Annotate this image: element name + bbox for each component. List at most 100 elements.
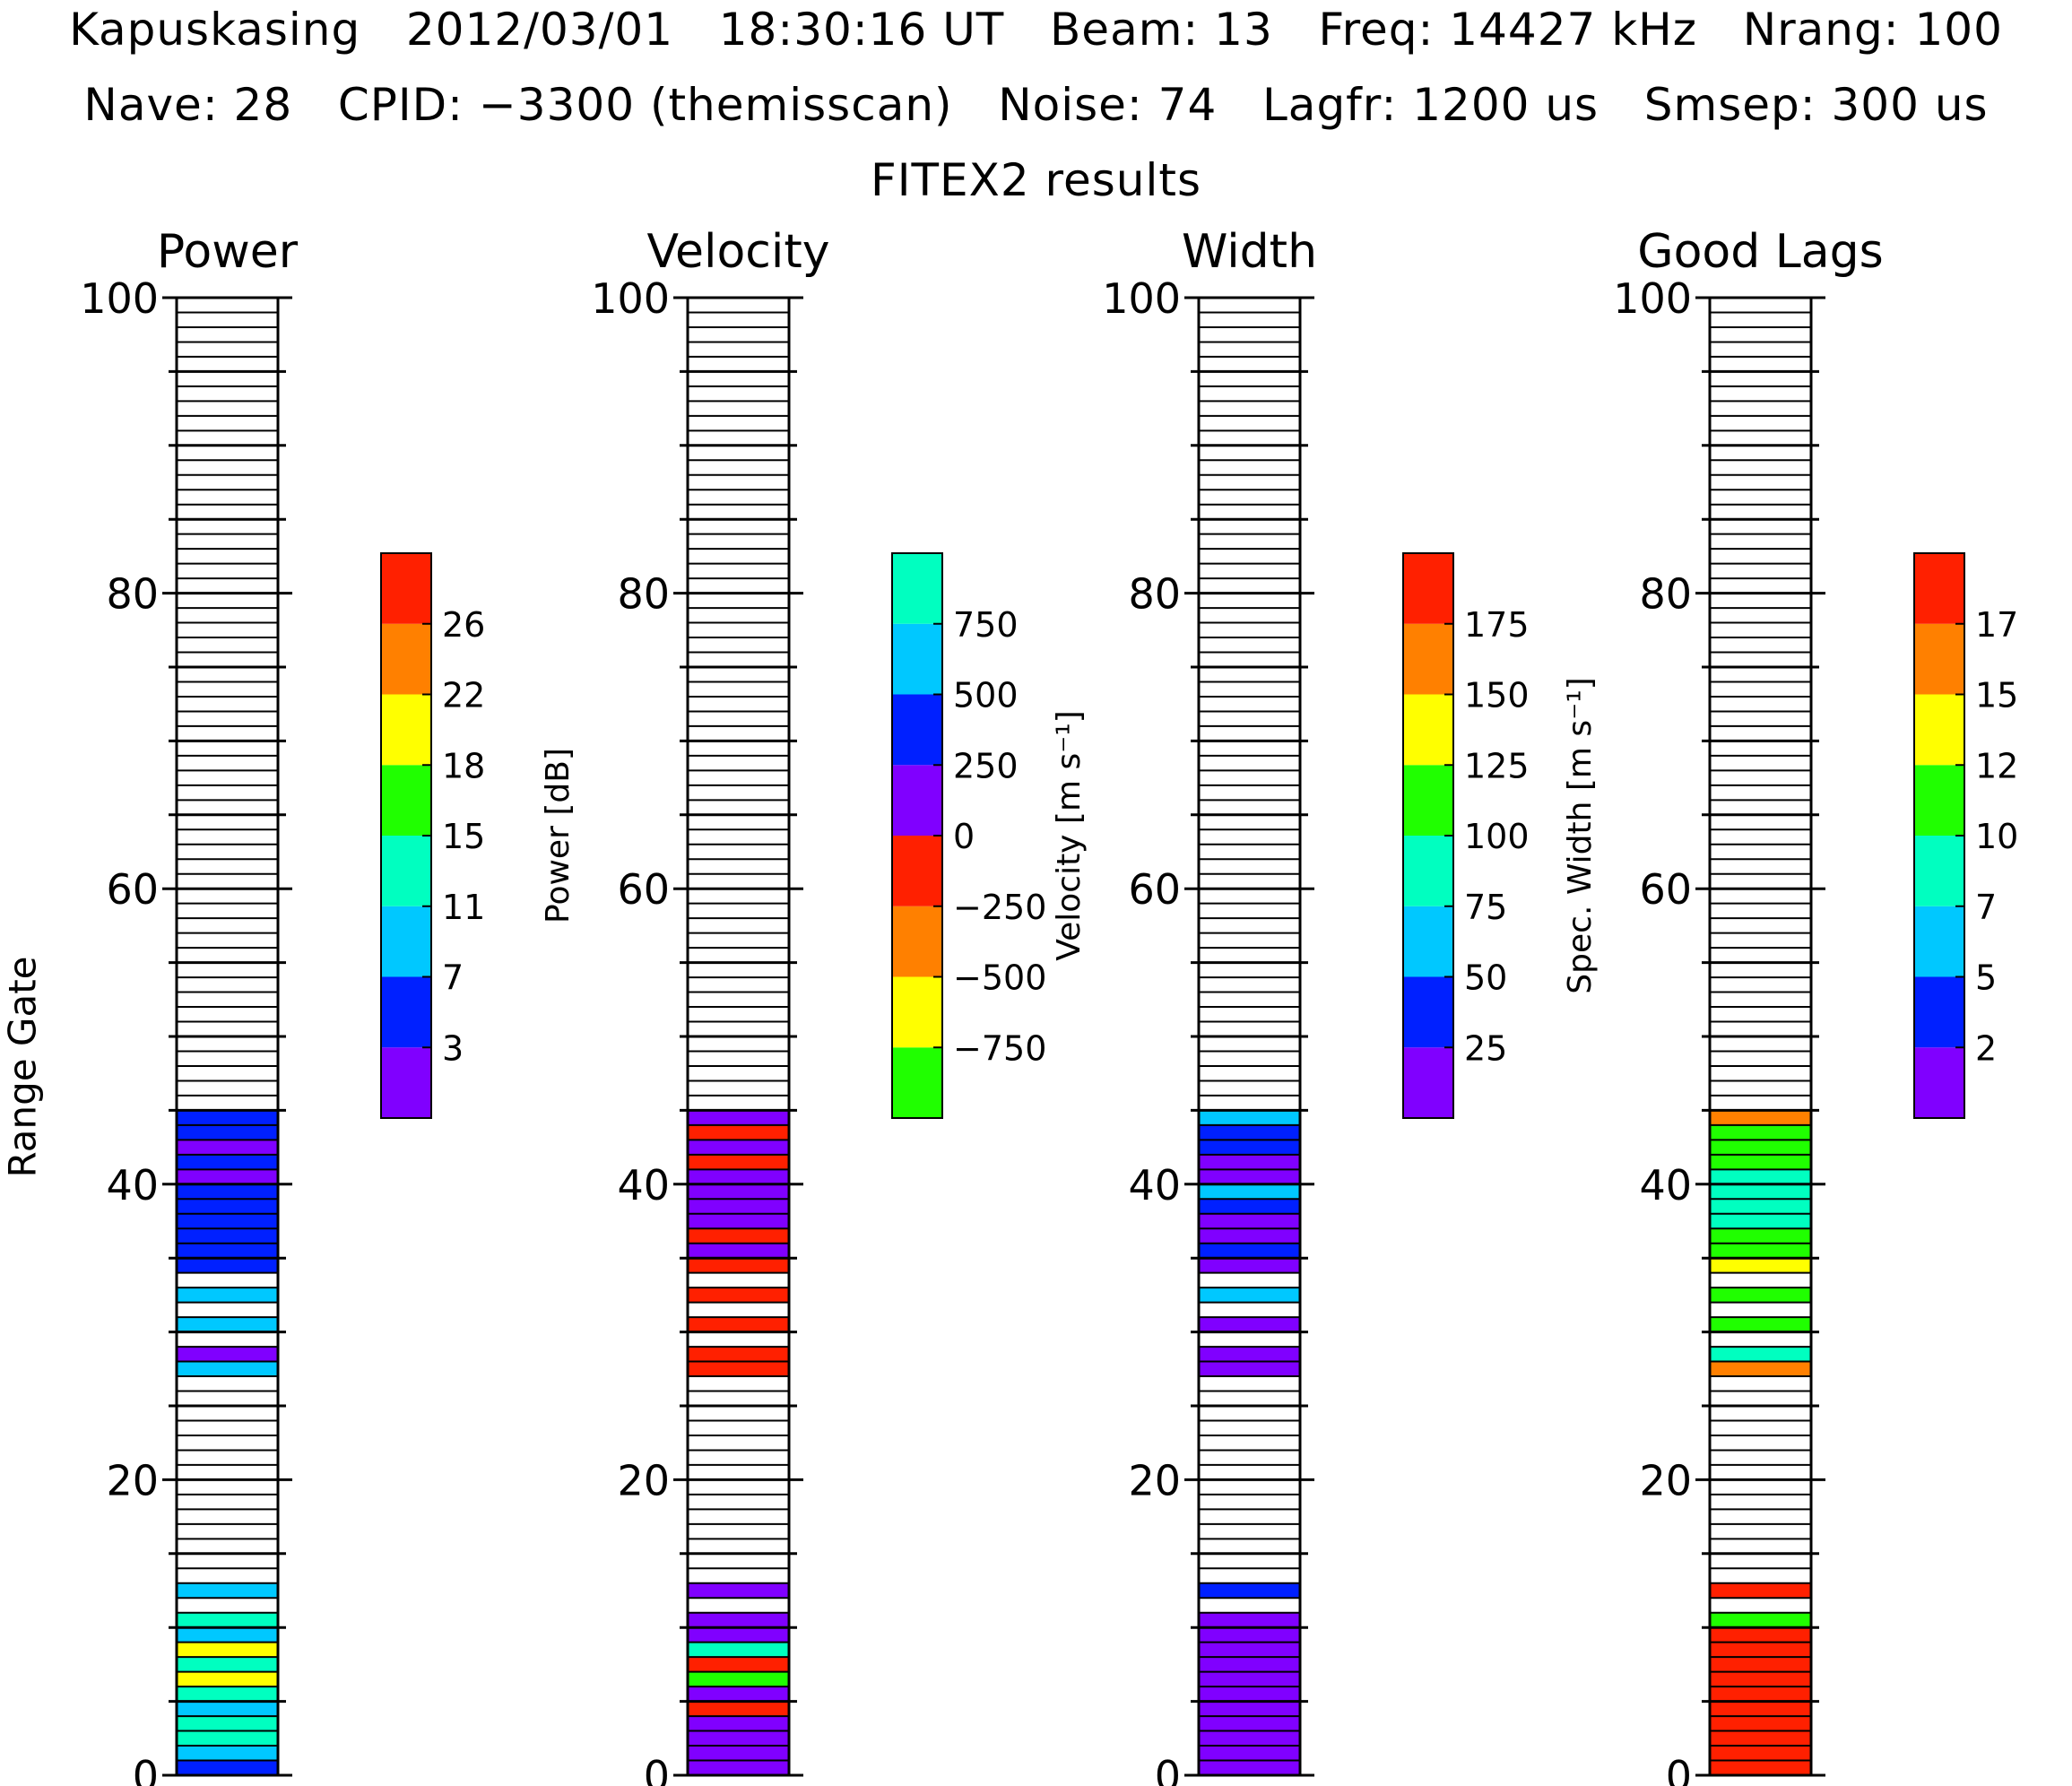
colorbar-swatch [381,906,431,977]
gate-cell [688,1701,789,1717]
gate-cell [1199,1154,1300,1170]
gate-cell [1199,1213,1300,1229]
colorbar-swatch [1914,836,1964,906]
colorbar-tick-label: 12 [1975,746,2018,785]
gate-cell [1199,1228,1300,1244]
gate-cell [1710,1716,1811,1731]
gate-cell [1199,1347,1300,1362]
gate-cell [1710,1612,1811,1628]
gate-cell [1710,1361,1811,1377]
y-tick-label: 80 [106,570,159,619]
colorbar-swatch [1914,553,1964,624]
colorbar: 25710121517Good Lags [#] [1913,552,2018,1119]
gate-cell [1710,1110,1811,1125]
gate-cell [177,1671,278,1687]
colorbar-tick-label: 100 [1464,817,1530,856]
colorbar-swatch [892,694,942,766]
colorbar-tick-label: 7 [1975,888,1997,927]
gate-cell [1710,1627,1811,1643]
gate-cell [688,1287,789,1303]
y-tick-label: 60 [617,865,670,914]
gate-cell [177,1716,278,1731]
gate-cell [1199,1657,1300,1672]
colorbar-swatch [1403,553,1453,624]
gate-cell [688,1317,789,1332]
gate-cell [688,1154,789,1170]
colorbar-tick-label: 11 [442,888,485,927]
gate-cell [1710,1671,1811,1687]
gate-cell [1710,1347,1811,1362]
gate-cell [177,1110,278,1125]
gate-cell [1710,1642,1811,1658]
gate-cell [688,1140,789,1155]
gate-cell [688,1110,789,1125]
colorbar-swatch [381,765,431,836]
y-tick-label: 60 [1128,865,1181,914]
gate-cell [688,1124,789,1140]
colorbar-tick-label: −250 [953,888,1046,927]
colorbar-swatch [892,623,942,695]
colorbar-tick-label: 75 [1464,888,1507,927]
gate-cell [688,1361,789,1377]
y-tick-label: 60 [106,865,159,914]
colorbar-tick-label: 2 [1975,1028,1997,1068]
gate-cell [688,1657,789,1672]
colorbar-swatch [892,836,942,906]
gate-cell [1199,1760,1300,1775]
colorbar-tick-label: 150 [1464,676,1530,715]
colorbar-swatch [892,1047,942,1118]
gate-cell [1710,1199,1811,1214]
gate-cell [1199,1730,1300,1747]
header-line-2: Nave: 28 CPID: −3300 (themisscan) Noise:… [83,79,1989,131]
colorbar-tick-label: 22 [442,676,485,715]
gate-cell [177,1582,278,1599]
gate-cell [1199,1287,1300,1303]
colorbar-tick-label: 750 [953,605,1019,645]
gate-cell [688,1199,789,1214]
colorbar-swatch [1403,906,1453,977]
gate-cell [688,1228,789,1244]
y-tick-label: 100 [1102,274,1181,323]
gate-cell [1199,1199,1300,1214]
gate-cell [1710,1287,1811,1303]
gate-cell [1710,1686,1811,1702]
gate-cell [177,1627,278,1643]
colorbar-tick-label: 7 [442,958,464,998]
gate-cell [1199,1169,1300,1184]
colorbar-swatch [381,694,431,766]
colorbar-swatch [1403,836,1453,906]
gate-cell [177,1730,278,1747]
gate-cell [177,1154,278,1170]
colorbar-tick-label: 500 [953,676,1019,715]
gate-cell [177,1760,278,1775]
gate-cell [177,1686,278,1702]
y-tick-label: 20 [1639,1456,1692,1504]
colorbar-tick-label: 3 [442,1028,464,1068]
gate-cell [1710,1154,1811,1170]
gate-cell [1710,1243,1811,1259]
gate-cell [1199,1642,1300,1658]
colorbar-tick-label: −750 [953,1028,1046,1068]
gate-cell [688,1642,789,1658]
colorbar-tick-label: 175 [1464,605,1530,645]
gate-cell [1710,1124,1811,1140]
colorbar-swatch [381,623,431,695]
gate-cell [688,1730,789,1747]
gate-cell [1199,1183,1300,1200]
gate-cell [1710,1140,1811,1155]
gate-cell [1710,1746,1811,1761]
y-tick-label: 40 [617,1161,670,1209]
panel-0: Power 0 20 40 60 80 100 3 7 11 15 18 22 26 Power [dB] [80,225,577,1786]
colorbar-swatch [892,976,942,1048]
colorbar-tick-label: 125 [1464,746,1530,785]
gate-cell [177,1701,278,1717]
colorbar-swatch [1914,623,1964,695]
y-tick-label: 20 [1128,1456,1181,1504]
panel-title: Width [1182,225,1317,279]
y-tick-label: 100 [1613,274,1692,323]
gate-cell [1199,1716,1300,1731]
gate-cell [1199,1701,1300,1717]
y-tick-label: 0 [133,1752,159,1786]
gate-cell [1710,1730,1811,1747]
